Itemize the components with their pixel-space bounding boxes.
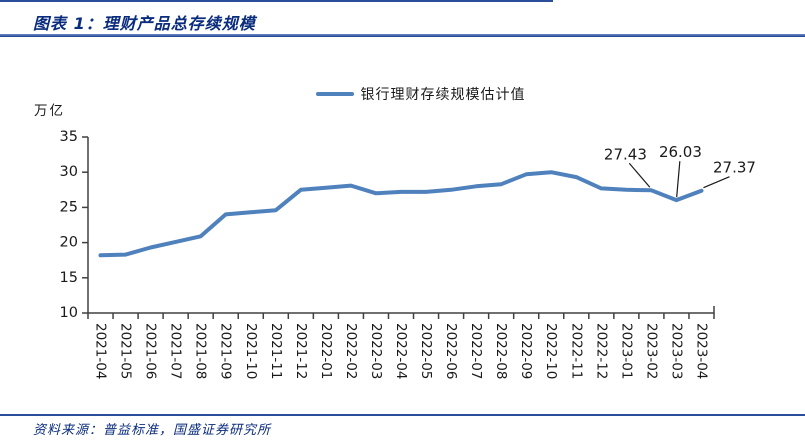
axis-lines	[87, 137, 715, 314]
x-tick-label: 2022-09	[518, 323, 534, 379]
x-tick-label: 2022-07	[468, 323, 484, 379]
x-tick-label: 2021-04	[93, 323, 109, 379]
title-divider	[0, 34, 805, 37]
x-tick-label: 2023-01	[618, 323, 634, 379]
footer-divider	[0, 414, 805, 416]
x-tick-label: 2022-08	[493, 323, 509, 379]
annotation-leader-line	[676, 161, 681, 198]
y-tick-label: 15	[60, 270, 78, 286]
series-line	[98, 170, 704, 258]
y-tick-label: 30	[60, 164, 78, 180]
chart-legend: 银行理财存续规模估计值	[18, 84, 805, 104]
x-tick-label: 2023-04	[693, 323, 709, 379]
x-tick-label: 2021-07	[168, 323, 184, 379]
y-tick-label: 20	[60, 235, 78, 251]
y-tick-label: 25	[60, 199, 78, 215]
x-tick-label: 2022-10	[543, 323, 559, 379]
x-tick-label: 2021-05	[118, 323, 134, 379]
x-tick-label: 2021-12	[293, 323, 309, 379]
x-tick-label: 2022-12	[593, 323, 609, 379]
y-axis-unit-label: 万亿	[34, 103, 65, 119]
x-tick-label: 2021-09	[218, 323, 234, 379]
annotation-leader-line	[628, 162, 651, 188]
x-tick-label: 2021-11	[268, 323, 284, 379]
x-tick-label: 2021-08	[193, 323, 209, 379]
x-tick-label: 2021-10	[243, 323, 259, 379]
annotation-label: 27.37	[713, 159, 756, 177]
data-source-note: 资料来源：普益标准，国盛证券研究所	[33, 423, 272, 438]
top-divider	[0, 0, 553, 2]
x-tick-label: 2022-04	[393, 323, 409, 379]
x-tick-label: 2022-03	[368, 323, 384, 379]
x-tick-label: 2022-11	[568, 323, 584, 379]
y-tick-label: 35	[60, 129, 78, 145]
x-tick-label: 2023-03	[668, 323, 684, 379]
legend-line-swatch	[315, 92, 354, 96]
x-tick-label: 2021-06	[143, 323, 159, 379]
x-tick-label: 2022-01	[318, 323, 334, 379]
x-tick-label: 2022-05	[418, 323, 434, 379]
y-tick-label: 10	[60, 305, 78, 321]
x-tick-label: 2022-06	[443, 323, 459, 379]
annotation-leader-line	[703, 176, 730, 189]
legend-series-label: 银行理财存续规模估计值	[360, 87, 526, 103]
x-tick-label: 2023-02	[643, 323, 659, 379]
x-tick-label: 2022-02	[343, 323, 359, 379]
annotation-label: 27.43	[604, 145, 647, 163]
annotation-label: 26.03	[659, 143, 702, 161]
figure-title: 图表 1：理财产品总存续规模	[33, 14, 256, 33]
